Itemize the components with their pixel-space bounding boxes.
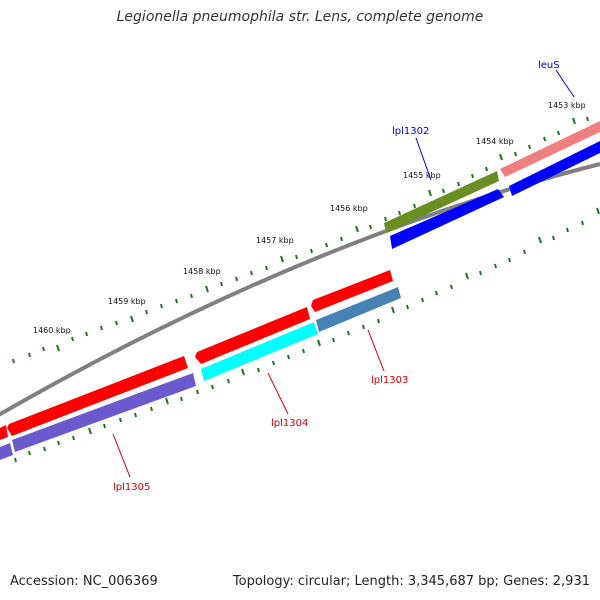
feature-red-edge[interactable]: [0, 425, 8, 440]
tick-label: 1456 kbp: [330, 204, 368, 213]
feature-lpl1304-red[interactable]: [195, 307, 310, 364]
tick-label: 1454 kbp: [476, 137, 514, 146]
inner-ticks: [14, 207, 600, 463]
gene-label-lpl1302[interactable]: lpl1302: [392, 126, 429, 137]
feature-blue-upper-2[interactable]: [390, 189, 504, 249]
tick-label: 1460 kbp: [33, 326, 71, 335]
feature-lpl1303-red[interactable]: [311, 270, 393, 312]
tick-label: 1459 kbp: [108, 297, 146, 306]
tick-label: 1455 kbp: [403, 171, 441, 180]
leader-lpl1303: [367, 329, 385, 372]
genome-title: Legionella pneumophila str. Lens, comple…: [116, 9, 484, 25]
gene-label-leuS[interactable]: leuS: [538, 60, 560, 71]
gene-label-lpl1303[interactable]: lpl1303: [371, 375, 408, 386]
inner-features: [0, 270, 401, 460]
feature-slate-edge[interactable]: [0, 443, 13, 460]
forward-strand: [384, 121, 600, 249]
outer-ticks: [12, 116, 589, 364]
gene-label-lpl1304[interactable]: lpl1304: [271, 418, 308, 429]
genome-summary-text: Topology: circular; Length: 3,345,687 bp…: [232, 574, 590, 589]
gene-label-lpl1305[interactable]: lpl1305: [113, 482, 150, 493]
leader-lpl1304: [267, 372, 289, 415]
feature-lpl1304-cyan[interactable]: [201, 322, 318, 381]
accession-text: Accession: NC_006369: [10, 574, 158, 589]
leader-leuS: [555, 69, 575, 98]
feature-lpl1302-olive[interactable]: [384, 171, 499, 233]
feature-leuS-block[interactable]: [500, 121, 600, 177]
tick-labels: 1453 kbp 1454 kbp 1455 kbp 1456 kbp 1457…: [33, 101, 586, 335]
leader-lpl1302: [415, 137, 432, 181]
feature-lpl1305-slate[interactable]: [12, 373, 196, 452]
tick-label: 1453 kbp: [548, 101, 586, 110]
feature-lpl1303-steel[interactable]: [316, 287, 401, 332]
gene-labels: leuS lpl1302 lpl1303 lpl1304 lpl1305: [113, 60, 560, 493]
feature-blue-upper-1[interactable]: [509, 141, 600, 196]
genome-backbone: [0, 162, 600, 417]
tick-label: 1457 kbp: [256, 236, 294, 245]
tick-label: 1458 kbp: [183, 267, 221, 276]
leader-lpl1305: [112, 433, 131, 478]
feature-lpl1305-red[interactable]: [7, 356, 188, 436]
label-leaders: [112, 69, 575, 478]
